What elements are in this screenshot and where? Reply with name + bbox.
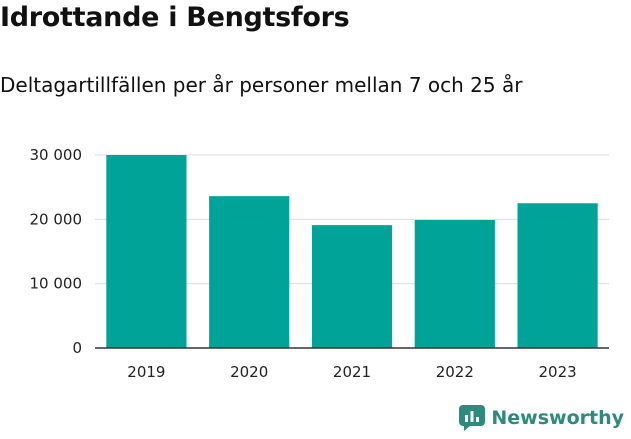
x-tick-label: 2020: [230, 363, 268, 381]
x-tick-label: 2022: [436, 363, 474, 381]
x-axis-tick-labels: 2019 2020 2021 2022 2023: [127, 363, 576, 381]
bar: [414, 219, 495, 348]
newsworthy-logo-icon: [459, 405, 486, 431]
bar: [517, 203, 598, 348]
chart-subtitle: Deltagartillfällen per år personer mella…: [0, 73, 523, 97]
y-tick-label: 20 000: [30, 210, 83, 228]
bar: [209, 196, 290, 348]
x-tick-label: 2023: [539, 363, 577, 381]
y-tick-label: 30 000: [30, 146, 83, 164]
y-tick-label: 10 000: [30, 275, 83, 293]
bar: [106, 155, 187, 348]
bar: [311, 225, 393, 348]
bars: [106, 155, 598, 348]
brand-name: Newsworthy: [491, 407, 624, 429]
x-tick-label: 2019: [127, 363, 165, 381]
chart-title: Idrottande i Bengtsfors: [0, 2, 350, 33]
y-axis-tick-labels: 0 10 000 20 000 30 000: [30, 146, 83, 357]
x-tick-label: 2021: [333, 363, 371, 381]
brand-logo: Newsworthy: [459, 405, 624, 431]
y-tick-label: 0: [72, 339, 82, 357]
